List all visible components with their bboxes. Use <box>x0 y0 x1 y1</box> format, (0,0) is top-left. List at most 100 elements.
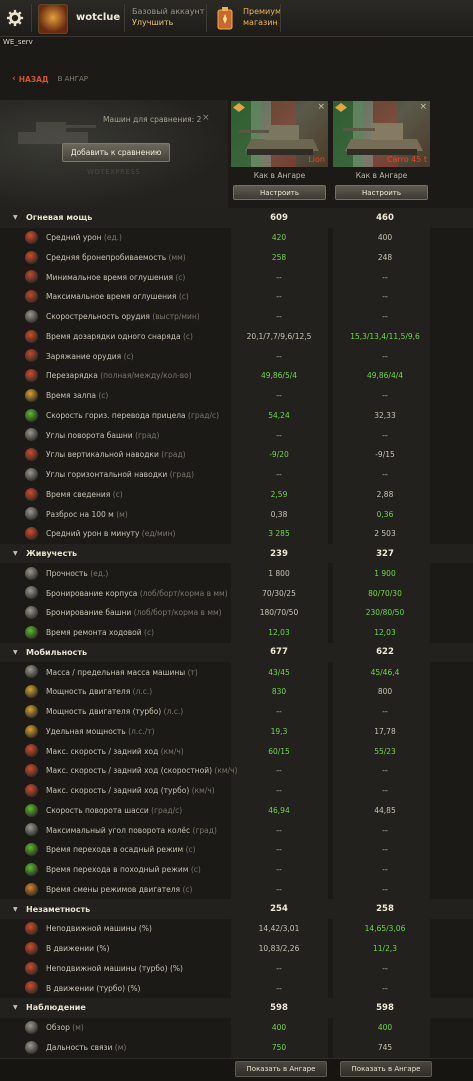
row-unit: (ед.) <box>90 568 109 578</box>
value-vehicle-1: 677 <box>270 647 288 658</box>
configure-button[interactable]: Настроить <box>233 185 326 200</box>
value-vehicle-1: -- <box>276 351 282 361</box>
row-label-text: Мощность двигателя <box>46 687 131 697</box>
wheel-angle-icon <box>25 823 38 837</box>
row-label: Средняя бронепробиваемость (мм) <box>46 253 186 262</box>
section-header[interactable]: ▼ Живучесть 239 327 <box>0 543 473 564</box>
turret-angles-icon <box>25 428 38 442</box>
row-label: Наблюдение <box>26 1003 86 1012</box>
value-vehicle-1: 43/45 <box>268 667 290 677</box>
gear-icon[interactable] <box>6 9 24 27</box>
value-vehicle-1: 254 <box>270 904 288 914</box>
row-unit: (т) <box>187 667 198 677</box>
row-unit: (с) <box>185 845 196 855</box>
show-in-garage-button[interactable]: Показать в Ангаре <box>235 1061 327 1077</box>
remove-vehicle-icon[interactable]: × <box>317 102 325 112</box>
collapse-triangle-icon[interactable]: ▼ <box>13 214 18 222</box>
row-label-text: Минимальное время оглушения <box>46 272 173 282</box>
hull-armor-icon <box>25 586 38 600</box>
hp-icon <box>25 566 38 580</box>
value-vehicle-1: -- <box>276 272 282 282</box>
table-row: Бронирование корпуса (лоб/борт/корма в м… <box>0 583 473 603</box>
divider <box>206 4 207 32</box>
value-vehicle-1: -- <box>276 884 282 894</box>
row-label-text: Время перехода в осадный режим <box>46 845 184 855</box>
add-to-compare-button[interactable]: Добавить к сравнению <box>62 143 170 162</box>
row-unit: (выстр/мин) <box>152 312 200 321</box>
value-vehicle-2: 17,78 <box>374 726 396 736</box>
value-vehicle-2: -- <box>382 786 388 795</box>
upgrade-link[interactable]: Улучшить <box>132 18 174 27</box>
collapse-triangle-icon[interactable]: ▼ <box>13 648 18 656</box>
remove-vehicle-icon[interactable]: × <box>419 102 427 112</box>
table-row: Максимальное время оглушения (с) -- -- <box>0 287 473 307</box>
row-label-text: Время смены режимов двигателя <box>46 884 181 894</box>
collapse-triangle-icon[interactable]: ▼ <box>13 550 18 557</box>
horizontal-aim-icon <box>25 467 38 481</box>
row-label-text: Время сведения <box>46 489 111 499</box>
table-row: Макс. скорость / задний ход (турбо) (км/… <box>0 781 473 801</box>
watermark: WOTEXPRESS <box>87 168 141 176</box>
section-header[interactable]: ▼ Огневая мощь 609 460 <box>0 208 473 228</box>
username[interactable]: wotclue <box>76 12 121 23</box>
row-label-text: Незаметность <box>26 904 91 914</box>
row-label: Время смены режимов двигателя (с) <box>46 885 192 894</box>
row-label: Обзор (м) <box>46 1023 84 1032</box>
value-vehicle-2: -- <box>382 351 388 361</box>
row-label: В движении (%) <box>46 944 109 953</box>
row-label-text: Обзор <box>46 1023 70 1032</box>
collapse-triangle-icon[interactable]: ▼ <box>13 1004 18 1012</box>
value-vehicle-1: 49,86/5/4 <box>260 371 298 381</box>
show-in-garage-button[interactable]: Показать в Ангаре <box>340 1061 432 1077</box>
chevron-left-icon: ‹ <box>12 74 16 84</box>
value-vehicle-1: -- <box>276 865 282 874</box>
row-label: Удельная мощность (л.с./т) <box>46 727 155 736</box>
vehicle-card: × Lion Как в Ангаре Настроить <box>231 101 328 204</box>
value-vehicle-2: -- <box>382 983 388 993</box>
table-row: Заряжание орудия (с) -- -- <box>0 346 473 366</box>
value-vehicle-1: 1 800 <box>268 568 290 578</box>
value-vehicle-2: 2 503 <box>374 529 396 539</box>
row-label-text: Перезарядка <box>46 371 98 381</box>
vehicle-image[interactable]: × Lion <box>231 101 328 167</box>
row-unit: (км/ч) <box>160 746 184 756</box>
vehicle-card: × Carro 45 t Как в Ангаре Настроить <box>333 101 430 204</box>
row-label-text: Углы горизонтальной наводки <box>46 470 168 479</box>
value-vehicle-1: 3 285 <box>268 529 290 539</box>
camo-still-icon <box>25 922 38 935</box>
vehicle-image[interactable]: × Carro 45 t <box>333 101 430 167</box>
turret-armor-icon <box>25 606 38 619</box>
row-label-text: Время дозарядки одного снаряда <box>46 331 181 341</box>
value-vehicle-1: 180/70/50 <box>259 608 299 618</box>
table-row: Масса / предельная масса машины (т) 43/45… <box>0 662 473 682</box>
section-header[interactable]: ▼ Мобильность 677 622 <box>0 642 473 662</box>
premium-shop-label[interactable]: магазин <box>243 18 278 27</box>
section-header[interactable]: ▼ Наблюдение 598 598 <box>0 998 473 1018</box>
row-label: Заряжание орудия (с) <box>46 352 134 361</box>
table-row: Бронирование башни (лоб/борт/корма в мм)… <box>0 603 473 623</box>
table-row: Разброс на 100 м (м) 0,38 0,36 <box>0 504 473 524</box>
collapse-triangle-icon[interactable]: ▼ <box>13 905 18 913</box>
premium-shop-label[interactable]: Премиум <box>243 7 282 16</box>
speed-fast-icon <box>25 764 38 777</box>
divider <box>124 4 125 32</box>
value-vehicle-1: -- <box>276 766 282 776</box>
table-row: Мощность двигателя (турбо) (л.с.) -- -- <box>0 702 473 722</box>
row-unit: (град/с) <box>188 410 220 420</box>
row-unit: (с) <box>123 351 134 361</box>
value-vehicle-1: 0,38 <box>270 509 288 519</box>
section-header[interactable]: ▼ Незаметность 254 258 <box>0 899 473 919</box>
value-vehicle-2: -- <box>382 312 388 321</box>
value-vehicle-1: 70/30/25 <box>262 588 296 598</box>
row-label-text: Время ремонта ходовой <box>46 628 142 637</box>
value-vehicle-1: -- <box>276 312 282 321</box>
premium-shop-icon[interactable] <box>215 5 235 31</box>
close-icon[interactable]: × <box>202 113 210 123</box>
row-label: Разброс на 100 м (м) <box>46 510 128 519</box>
back-button[interactable]: ‹ НАЗАД В АНГАР <box>12 72 88 86</box>
configure-button[interactable]: Настроить <box>335 185 428 200</box>
reload-icon <box>25 369 38 382</box>
clan-emblem[interactable] <box>38 4 68 34</box>
aim-time-icon <box>25 487 38 501</box>
table-row: Время дозарядки одного снаряда (с) 20,1/7… <box>0 327 473 347</box>
